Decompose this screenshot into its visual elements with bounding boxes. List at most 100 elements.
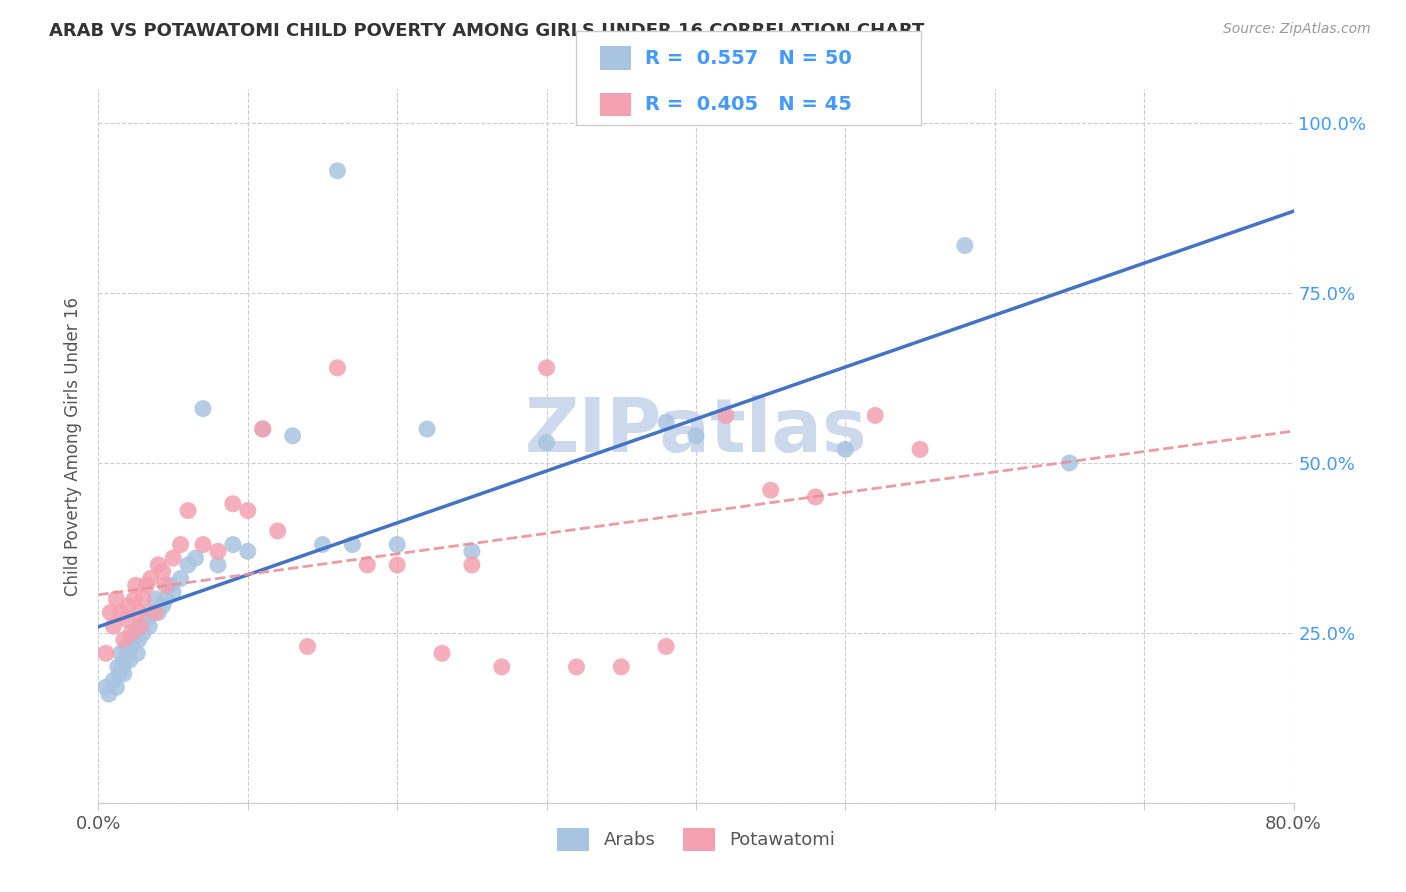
Point bbox=[118, 653, 141, 667]
Point bbox=[267, 524, 290, 538]
Point bbox=[115, 640, 138, 654]
Point bbox=[120, 640, 142, 654]
Point bbox=[430, 646, 453, 660]
Point bbox=[326, 163, 349, 178]
Point bbox=[103, 673, 125, 688]
Point bbox=[536, 360, 558, 375]
Point bbox=[132, 626, 155, 640]
Y-axis label: Child Poverty Among Girls Under 16: Child Poverty Among Girls Under 16 bbox=[65, 296, 83, 596]
Point bbox=[143, 591, 166, 606]
Point bbox=[97, 687, 120, 701]
Point bbox=[342, 537, 364, 551]
Legend: Arabs, Potawatomi: Arabs, Potawatomi bbox=[550, 821, 842, 858]
Point bbox=[191, 401, 214, 416]
Point bbox=[804, 490, 827, 504]
Point bbox=[536, 435, 558, 450]
Point bbox=[155, 578, 177, 592]
Point bbox=[117, 599, 139, 613]
Point bbox=[127, 646, 149, 660]
Point bbox=[953, 238, 976, 252]
Point bbox=[177, 503, 200, 517]
Point bbox=[865, 409, 887, 423]
Point bbox=[834, 442, 856, 457]
Point bbox=[169, 572, 191, 586]
Point bbox=[159, 578, 181, 592]
Point bbox=[655, 640, 678, 654]
Point bbox=[128, 606, 150, 620]
Point bbox=[236, 544, 259, 558]
Point bbox=[281, 429, 304, 443]
Point bbox=[565, 660, 588, 674]
Point bbox=[908, 442, 931, 457]
Point bbox=[112, 632, 135, 647]
Point bbox=[326, 360, 349, 375]
Point bbox=[252, 422, 274, 436]
Point bbox=[117, 646, 139, 660]
Point bbox=[610, 660, 633, 674]
Point bbox=[107, 660, 129, 674]
Point bbox=[110, 606, 132, 620]
Point bbox=[759, 483, 782, 498]
Point bbox=[111, 660, 134, 674]
Point bbox=[112, 666, 135, 681]
Point bbox=[132, 591, 155, 606]
Point bbox=[125, 578, 148, 592]
Point bbox=[129, 619, 152, 633]
Point bbox=[655, 415, 678, 429]
Point bbox=[311, 537, 333, 551]
Point bbox=[114, 653, 136, 667]
Point bbox=[685, 429, 707, 443]
Point bbox=[103, 619, 125, 633]
Text: ARAB VS POTAWATOMI CHILD POVERTY AMONG GIRLS UNDER 16 CORRELATION CHART: ARAB VS POTAWATOMI CHILD POVERTY AMONG G… bbox=[49, 22, 925, 40]
Point bbox=[162, 551, 184, 566]
Point bbox=[184, 551, 207, 566]
Point bbox=[222, 537, 245, 551]
Point bbox=[461, 558, 484, 572]
Point bbox=[108, 666, 131, 681]
Point bbox=[120, 626, 142, 640]
Point bbox=[152, 599, 174, 613]
Point bbox=[191, 537, 214, 551]
Point bbox=[138, 619, 160, 633]
Point bbox=[177, 558, 200, 572]
Point bbox=[94, 646, 117, 660]
Point bbox=[121, 632, 143, 647]
Point bbox=[155, 591, 177, 606]
Text: R =  0.405   N = 45: R = 0.405 N = 45 bbox=[645, 95, 852, 114]
Text: Source: ZipAtlas.com: Source: ZipAtlas.com bbox=[1223, 22, 1371, 37]
Point bbox=[110, 646, 132, 660]
Point bbox=[128, 632, 150, 647]
Point bbox=[714, 409, 737, 423]
Point bbox=[148, 558, 170, 572]
Point bbox=[105, 591, 128, 606]
Point bbox=[461, 544, 484, 558]
Point bbox=[135, 578, 157, 592]
Point bbox=[385, 558, 409, 572]
Point bbox=[207, 544, 229, 558]
Point bbox=[162, 585, 184, 599]
Point bbox=[169, 537, 191, 551]
Point bbox=[125, 626, 148, 640]
Point bbox=[416, 422, 439, 436]
Point bbox=[98, 606, 122, 620]
Point bbox=[148, 606, 170, 620]
Point bbox=[105, 680, 128, 694]
Point bbox=[152, 565, 174, 579]
Point bbox=[124, 591, 146, 606]
Point bbox=[297, 640, 319, 654]
Text: R =  0.557   N = 50: R = 0.557 N = 50 bbox=[645, 49, 852, 68]
Point bbox=[94, 680, 117, 694]
Point bbox=[143, 606, 166, 620]
Point bbox=[135, 612, 157, 626]
Point bbox=[115, 612, 138, 626]
Point bbox=[1059, 456, 1081, 470]
Point bbox=[139, 572, 162, 586]
Point bbox=[129, 619, 152, 633]
Point bbox=[491, 660, 513, 674]
Point bbox=[141, 606, 163, 620]
Point bbox=[356, 558, 378, 572]
Point bbox=[207, 558, 229, 572]
Text: ZIPatlas: ZIPatlas bbox=[524, 395, 868, 468]
Point bbox=[222, 497, 245, 511]
Point bbox=[385, 537, 409, 551]
